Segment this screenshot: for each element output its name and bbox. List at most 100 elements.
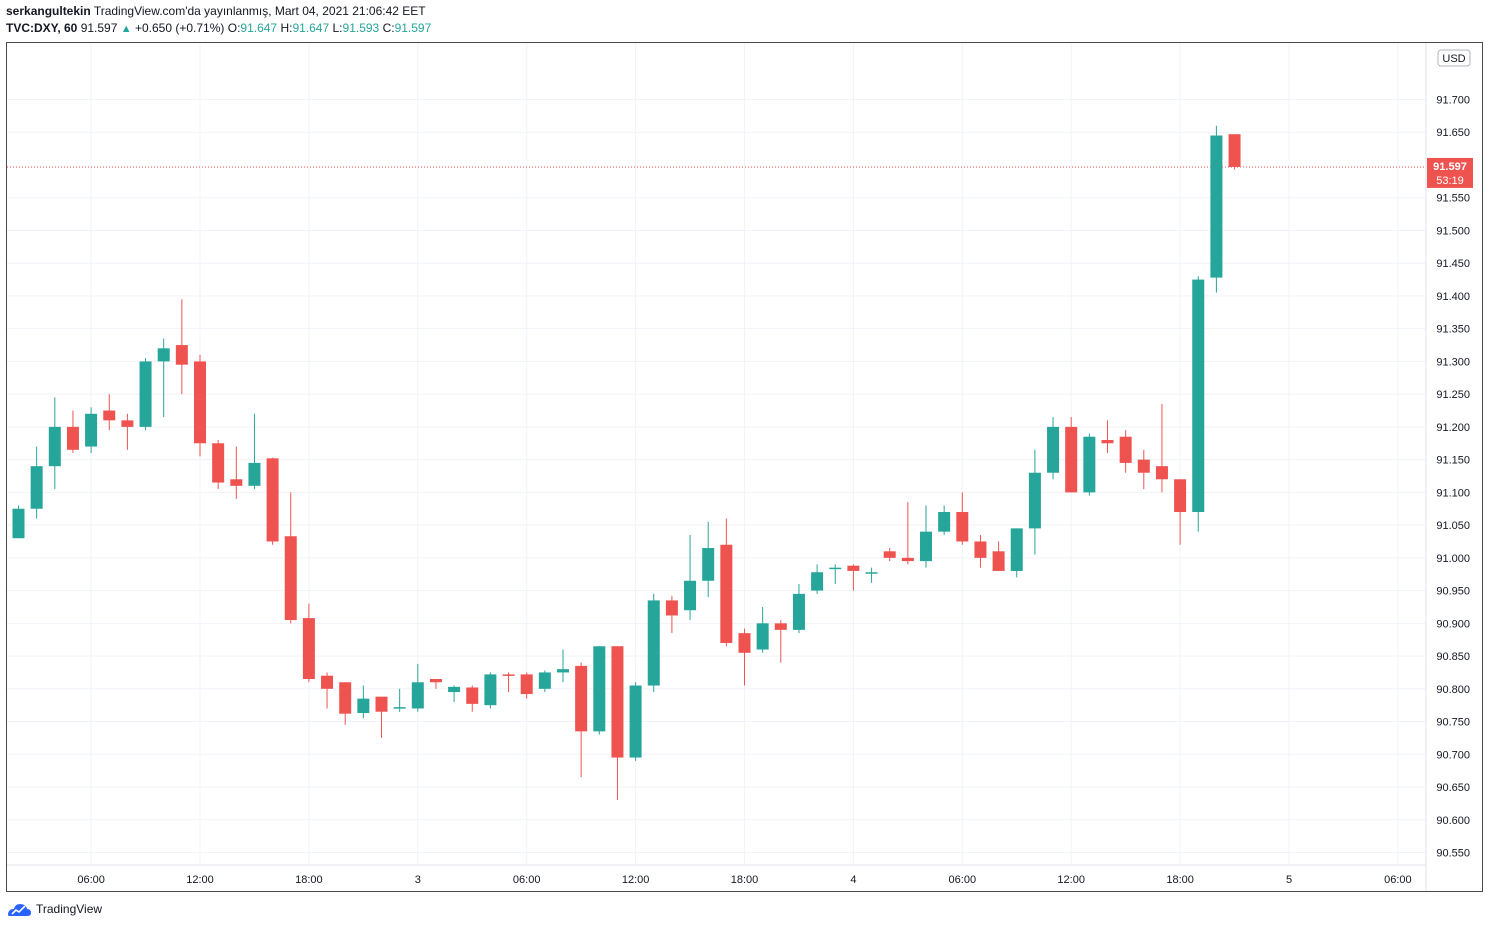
candle-body <box>1083 436 1096 493</box>
candle-body <box>774 623 787 630</box>
candle <box>284 492 297 624</box>
candle <box>30 446 43 519</box>
open-label: O: <box>227 21 241 35</box>
up-triangle-icon: ▲ <box>120 23 132 35</box>
candle-body <box>502 674 515 676</box>
candle <box>212 439 225 490</box>
candle <box>992 541 1005 571</box>
price-tick-label: 90.900 <box>1436 618 1470 630</box>
price-tick-label: 90.650 <box>1436 782 1470 794</box>
candle <box>720 518 733 647</box>
candle <box>1192 276 1205 532</box>
last-price: 91.597 <box>80 21 118 35</box>
candle <box>48 397 61 490</box>
price-axis[interactable]: 90.550 90.600 90.650 90.700 90.750 90.800 90.8… <box>1436 95 1470 860</box>
candle <box>956 492 969 545</box>
candle <box>1101 420 1114 454</box>
price-tick-label: 91.300 <box>1436 356 1470 368</box>
candle-body <box>865 572 878 574</box>
candle <box>901 502 914 565</box>
price-tick-label: 90.950 <box>1436 586 1470 598</box>
candle <box>175 299 188 395</box>
candle <box>557 649 569 683</box>
bar-countdown: 53:19 <box>1436 175 1464 187</box>
candle <box>665 595 678 634</box>
candle-body <box>520 674 533 695</box>
price-tick-label: 91.550 <box>1436 193 1470 205</box>
candle <box>865 567 878 583</box>
price-tick-label: 91.650 <box>1436 127 1470 139</box>
candle <box>702 521 715 598</box>
candle-body <box>66 426 79 450</box>
candle <box>1047 417 1060 480</box>
symbol-legend: TVC:DXY, 60 91.597 ▲ +0.650 (+0.71%) O:9… <box>6 21 431 35</box>
candle-body <box>629 685 642 758</box>
candle-body <box>212 443 225 483</box>
candle <box>1155 403 1168 493</box>
price-tick-label: 91.400 <box>1436 291 1470 303</box>
last-price-label: 91.597 53:19 <box>1427 157 1473 188</box>
candle-body <box>375 696 388 712</box>
candle-body <box>901 557 914 562</box>
price-tick-label: 91.350 <box>1436 324 1470 336</box>
candle-body <box>974 541 987 558</box>
candlestick-chart[interactable]: 90.550 90.600 90.650 90.700 90.750 90.800 90.8… <box>7 43 1482 891</box>
candle-body <box>139 361 152 427</box>
time-axis[interactable]: 06:00 12:00 18:00 3 06:00 12:00 18:00 4 06:00 12:… <box>77 874 1411 886</box>
currency-badge-box <box>1437 49 1471 67</box>
price-tick-label: 90.850 <box>1436 651 1470 663</box>
candle-body <box>611 646 624 758</box>
candle-body <box>411 682 424 709</box>
candle-body <box>321 675 334 689</box>
time-tick-label: 06:00 <box>513 874 541 886</box>
candle <box>611 646 624 801</box>
candle <box>194 354 206 457</box>
time-tick-label: 18:00 <box>1166 874 1194 886</box>
candle-body <box>1028 472 1041 529</box>
candle <box>792 584 805 634</box>
candle-body <box>829 567 842 570</box>
candle <box>1210 125 1223 293</box>
high-label: H: <box>280 21 293 35</box>
candle-body <box>811 572 824 591</box>
close-value: 91.597 <box>394 21 432 35</box>
candle-body <box>103 410 116 421</box>
candle <box>466 685 479 712</box>
candle <box>593 646 606 735</box>
candle-body <box>48 426 61 467</box>
last-price-label-bg <box>1427 157 1473 188</box>
candle <box>1137 449 1150 490</box>
candle-body <box>792 593 805 630</box>
candle-body <box>1174 479 1187 513</box>
candle-body <box>393 707 406 709</box>
candle-body <box>883 551 896 558</box>
candle <box>375 696 388 738</box>
time-tick-label: 18:00 <box>731 874 759 886</box>
candle <box>811 564 824 594</box>
candle-body <box>684 580 697 611</box>
candle <box>1174 479 1187 545</box>
currency-badge[interactable]: USD <box>1437 49 1471 67</box>
chart-attribution: serkangultekin TradingView.com'da yayınl… <box>6 4 426 18</box>
candle <box>66 410 79 454</box>
symbol-name[interactable]: TVC:DXY, 60 <box>6 21 78 35</box>
candle-body <box>756 623 769 650</box>
time-tick-label: 12:00 <box>186 874 214 886</box>
candle-body <box>466 687 479 704</box>
candle <box>629 682 642 761</box>
candle-body <box>557 669 569 673</box>
chart-area[interactable]: 90.550 90.600 90.650 90.700 90.750 90.800 90.8… <box>6 42 1483 892</box>
candle-body <box>538 672 551 689</box>
candle-body <box>484 674 497 706</box>
high-value: 91.647 <box>292 21 330 35</box>
candle <box>1083 433 1096 496</box>
low-value: 91.593 <box>342 21 380 35</box>
brand-footer[interactable]: TradingView <box>6 901 102 917</box>
candle-body <box>339 682 352 714</box>
time-tick-label: 12:00 <box>1057 874 1085 886</box>
open-value: 91.647 <box>240 21 278 35</box>
candle-body <box>575 665 588 732</box>
candle-body <box>720 544 733 643</box>
author-name[interactable]: serkangultekin <box>6 4 91 18</box>
candle-body <box>992 551 1005 571</box>
